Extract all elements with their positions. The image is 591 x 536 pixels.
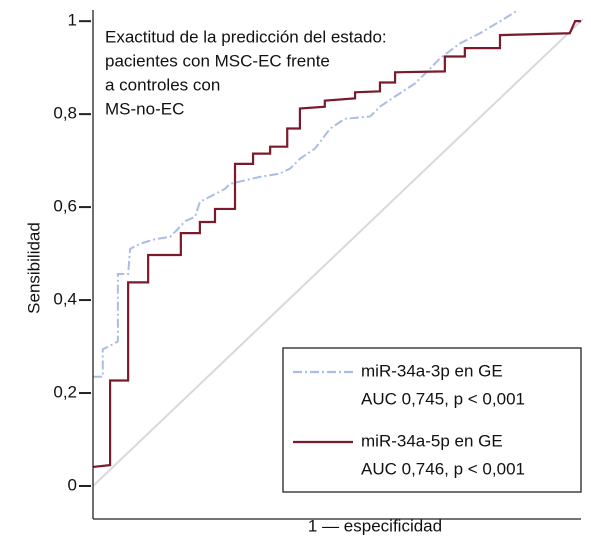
- y-tick-label: 0,4: [53, 290, 77, 309]
- legend-auc: AUC 0,746, p < 0,001: [361, 459, 525, 478]
- legend-label: miR-34a-3p en GE: [361, 361, 503, 380]
- x-axis-label: 1 — especificidad: [308, 516, 442, 535]
- chart-title: a controles con: [105, 75, 220, 94]
- y-tick-label: 1: [68, 11, 77, 30]
- roc-curve: [93, 10, 519, 378]
- y-tick-label: 0,2: [53, 383, 77, 402]
- y-tick-label: 0,8: [53, 104, 77, 123]
- plot-area: [93, 10, 583, 487]
- reference-line: [93, 17, 583, 487]
- y-tick-label: 0: [68, 475, 77, 494]
- legend: miR-34a-3p en GE AUC 0,745, p < 0,001 miR-…: [282, 347, 582, 493]
- roc-curve: [93, 20, 581, 469]
- legend-auc: AUC 0,745, p < 0,001: [361, 389, 525, 408]
- chart-title: Exactitud de la predicción del estado:: [105, 27, 387, 46]
- legend-label: miR-34a-5p en GE: [361, 431, 503, 450]
- chart-title: pacientes con MSC-EC frente: [105, 51, 330, 70]
- y-axis-label: Sensibilidad: [24, 222, 43, 314]
- chart-title: MS-no-EC: [105, 99, 184, 118]
- y-tick-label: 0,6: [53, 197, 77, 216]
